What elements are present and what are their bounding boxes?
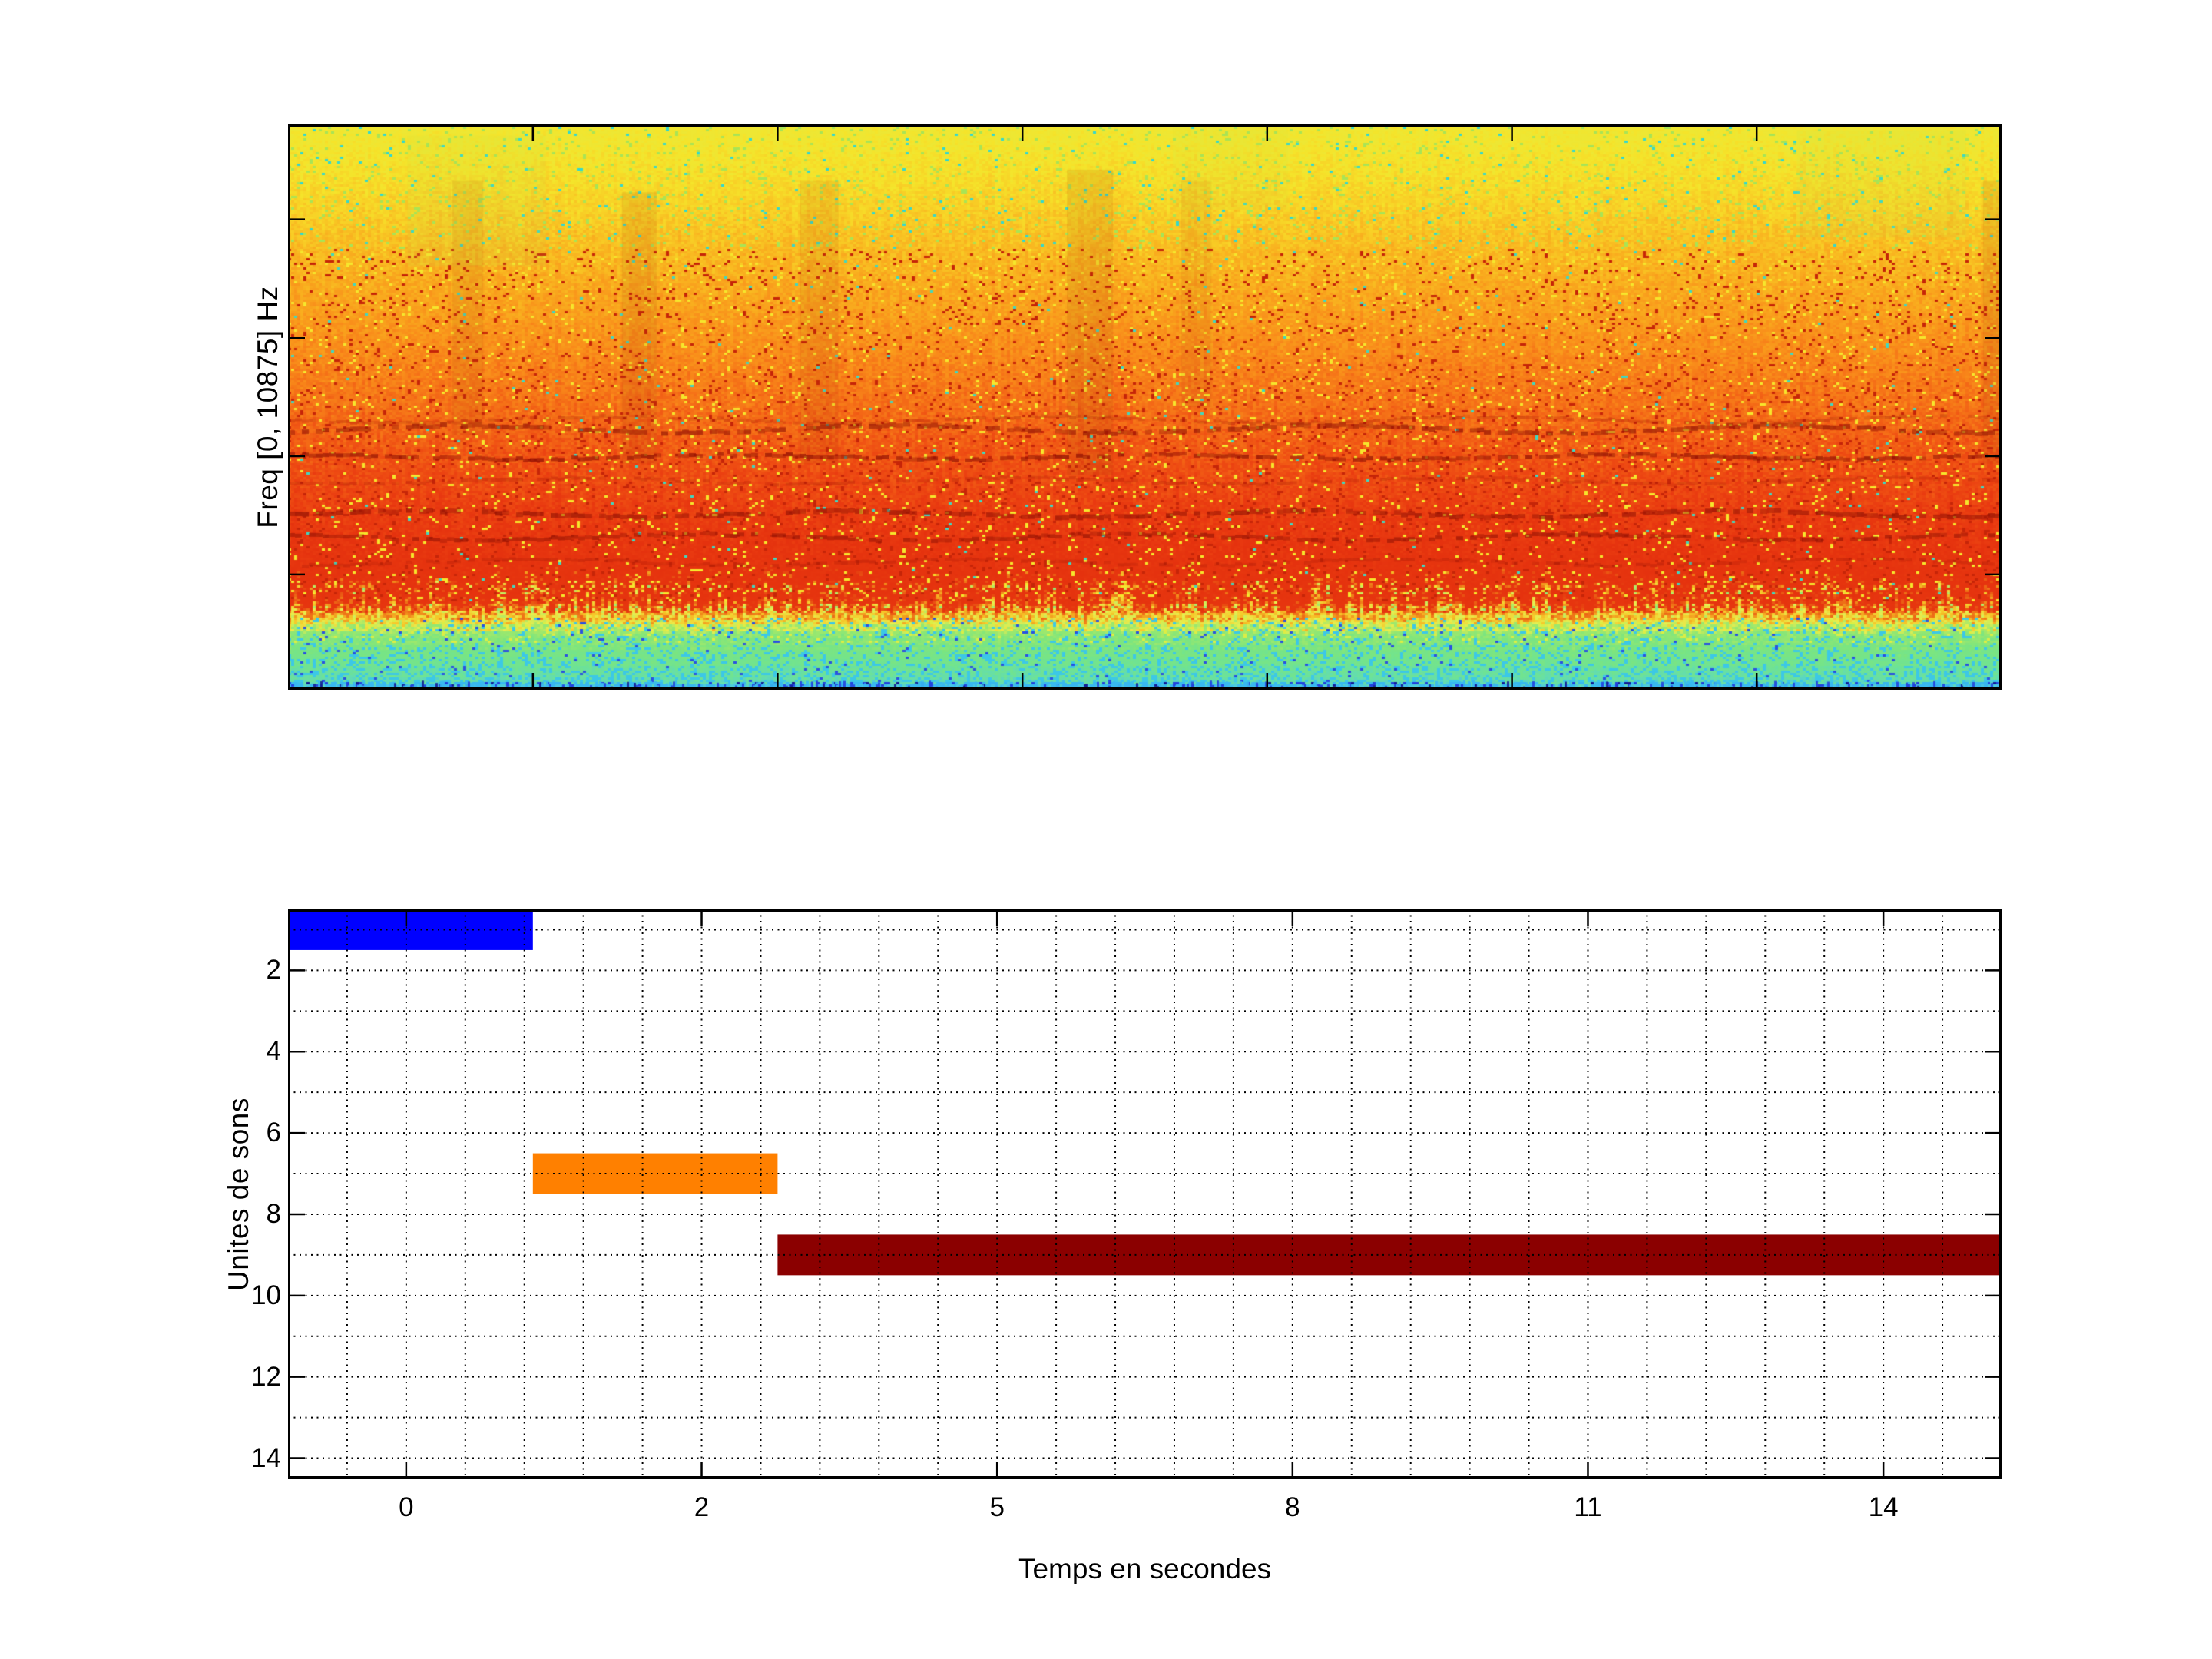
y-tick-label: 14 [251, 1442, 281, 1473]
y-tick-label: 12 [251, 1361, 281, 1392]
units-chart-tick-marks [288, 909, 2002, 1479]
y-tick-label: 2 [266, 955, 281, 985]
units-chart-axes [288, 909, 2002, 1479]
x-tick-label: 0 [399, 1492, 414, 1522]
y-tick-label: 10 [251, 1280, 281, 1310]
x-tick-label: 5 [989, 1492, 1005, 1522]
spectrogram-axes [288, 124, 2002, 690]
y-tick-label: 4 [266, 1036, 281, 1067]
x-tick-label: 8 [1285, 1492, 1300, 1522]
units-chart-plot [288, 909, 2002, 1479]
y-tick-label: 6 [266, 1118, 281, 1148]
spectrogram-ticks-overlay [288, 124, 2002, 690]
x-tick-label: 11 [1574, 1492, 1602, 1522]
spectrogram-border [288, 124, 2002, 690]
spectrogram-image [288, 124, 2002, 690]
y-tick-label: 8 [266, 1198, 281, 1229]
spectrogram-tick-marks [288, 124, 2002, 690]
x-tick-label: 2 [694, 1492, 710, 1522]
x-tick-label: 14 [1868, 1492, 1899, 1522]
spectrogram-y-axis-label: Freq [0, 10875] Hz [252, 286, 283, 528]
sound-segment-bars [288, 909, 2002, 1276]
units-x-axis-label: Temps en secondes [1018, 1553, 1272, 1584]
units-chart-border [288, 909, 2002, 1479]
segment-bar-son-unit-7 [532, 1153, 778, 1194]
